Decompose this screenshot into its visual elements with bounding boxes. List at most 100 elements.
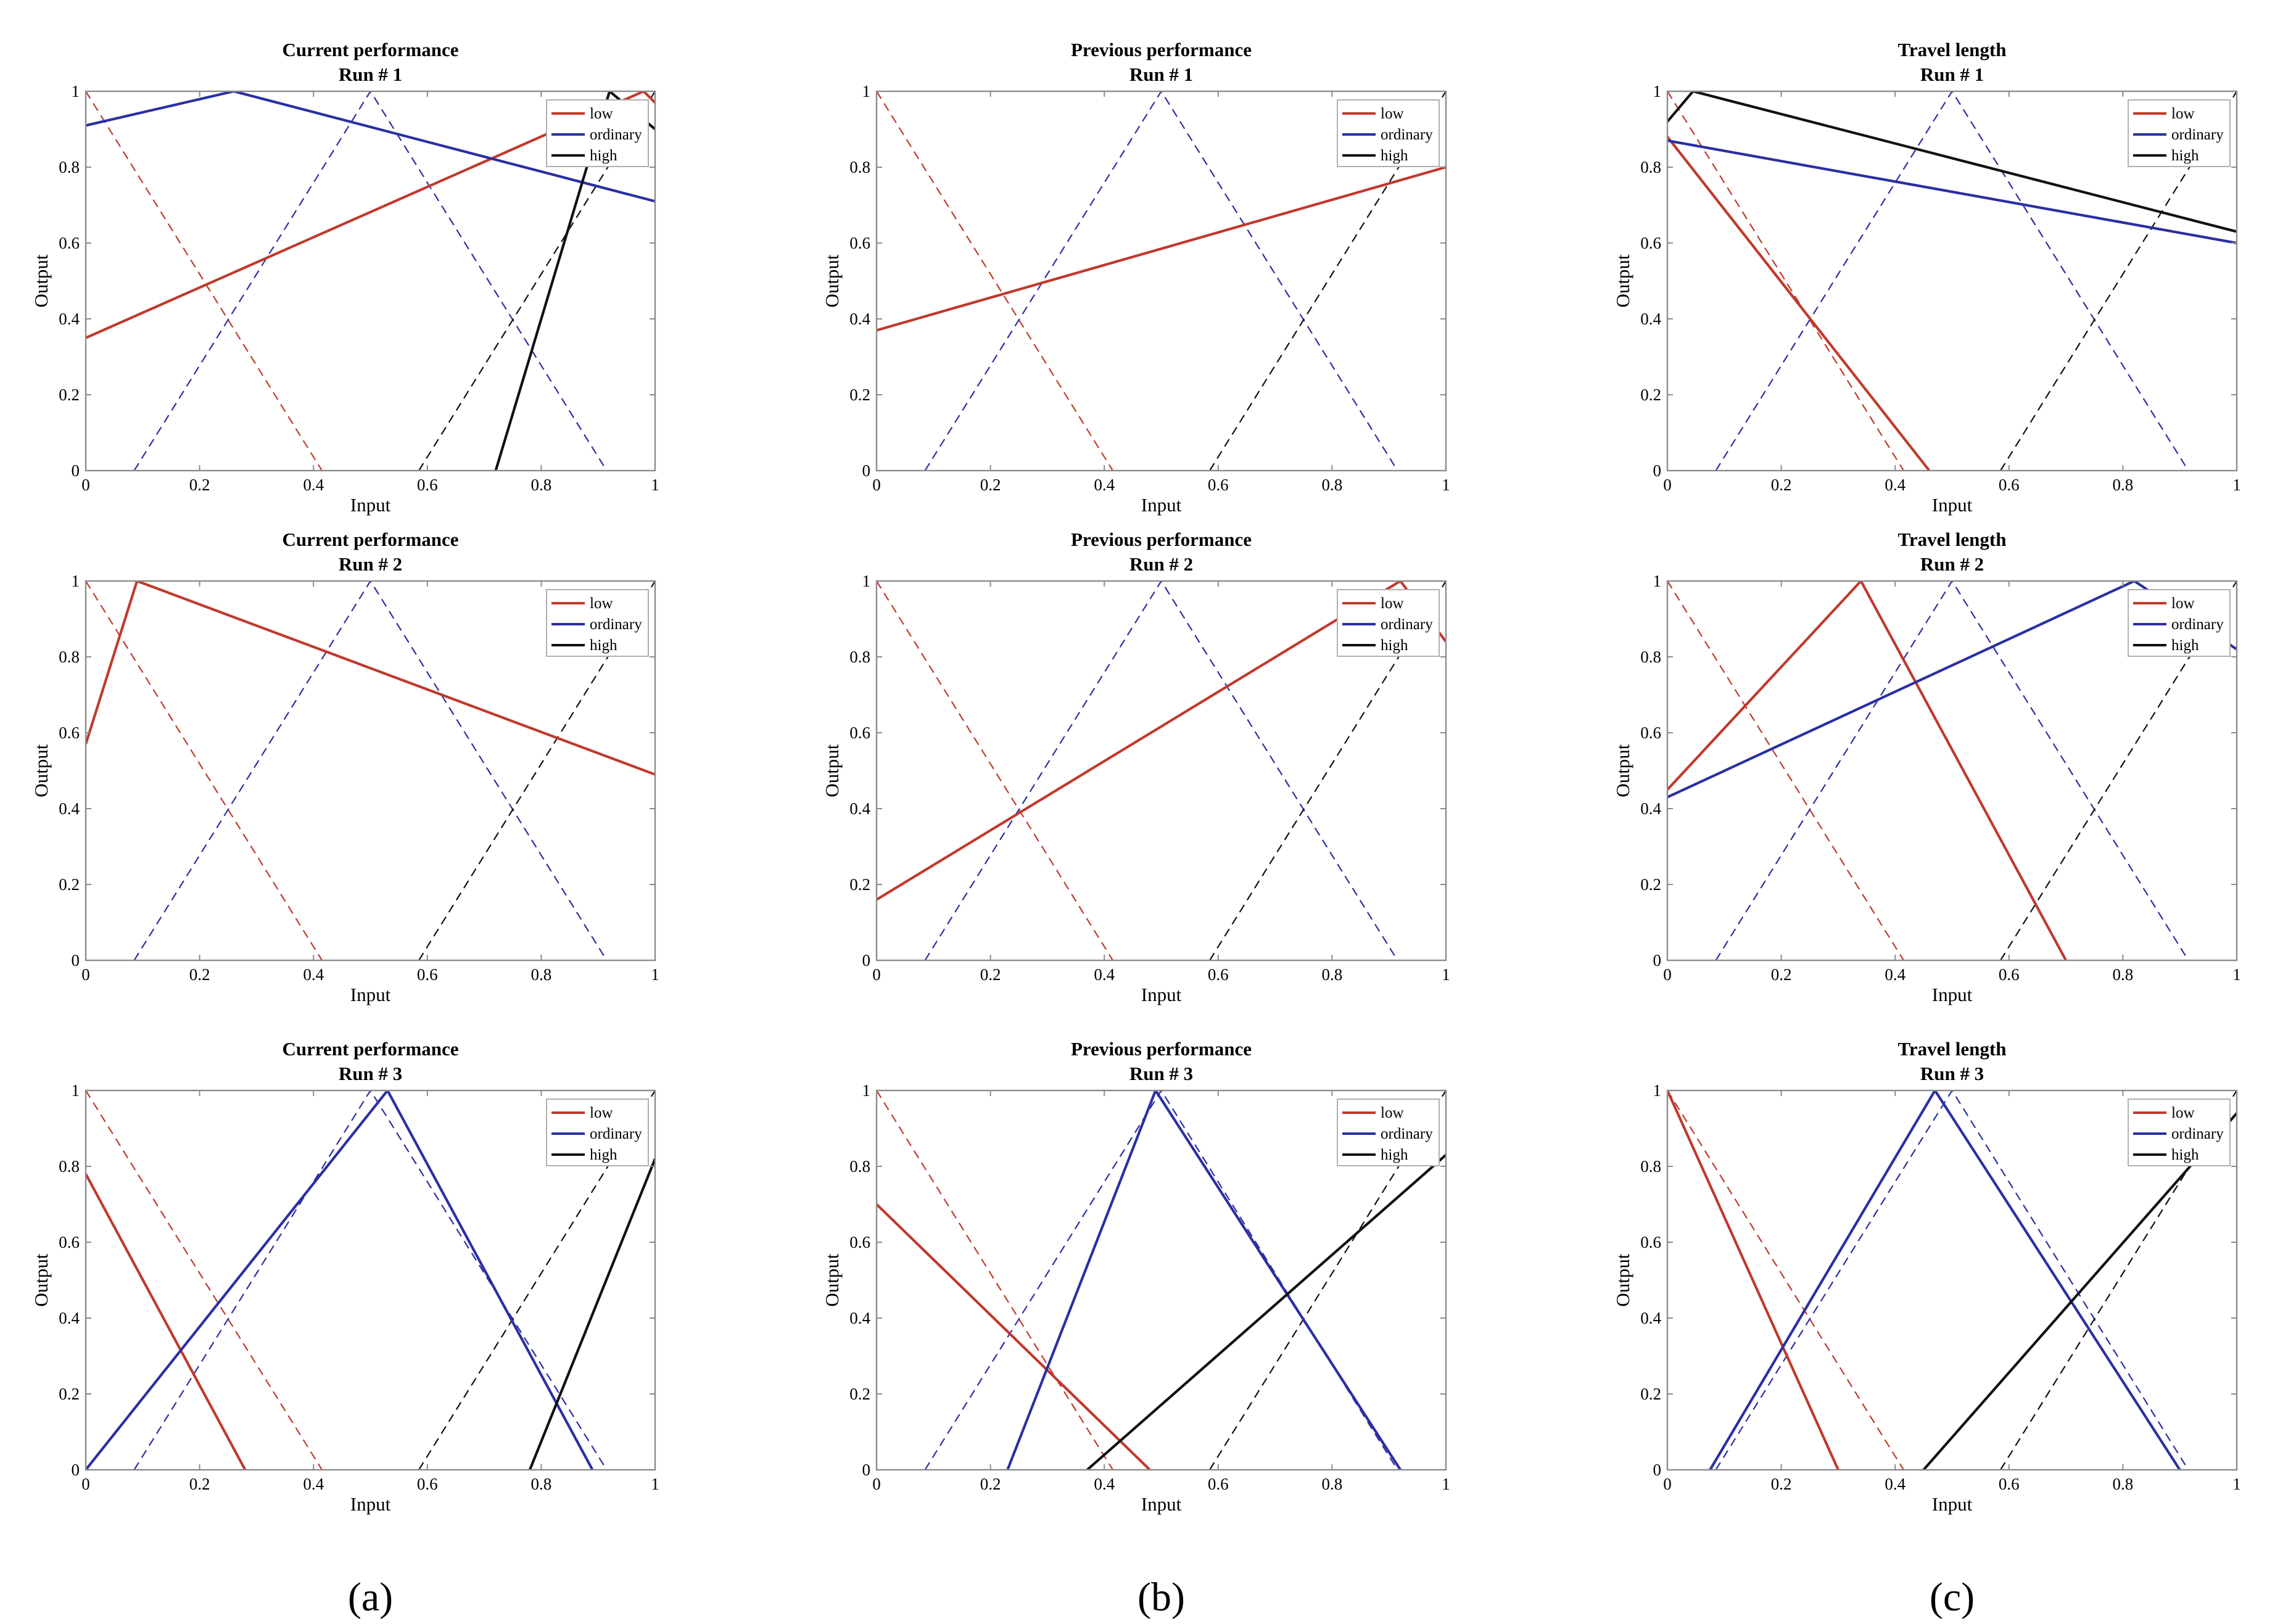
y-tick-label: 0.6 — [59, 723, 80, 742]
series-high-line — [1922, 1112, 2237, 1470]
y-tick-label: 0.8 — [1640, 648, 1661, 666]
reference-ordinary-line — [924, 91, 1398, 471]
axes-frame — [875, 90, 1447, 472]
x-tick-label: 0.4 — [303, 476, 324, 494]
y-tick-label: 0.6 — [1640, 723, 1661, 742]
y-tick-label: 0.6 — [1640, 234, 1661, 252]
x-axis-label: Input — [1932, 494, 1973, 516]
chart-title: Travel length — [1898, 39, 2007, 60]
series-low-line — [877, 165, 1446, 332]
x-tick-label: 0 — [1663, 1475, 1672, 1493]
x-axis-label: Input — [1932, 984, 1973, 1005]
y-tick-label: 0.4 — [1640, 799, 1661, 818]
axes-frame — [85, 90, 656, 472]
y-tick-label: 0.4 — [1640, 310, 1661, 328]
legend-label-high: high — [1381, 1147, 1408, 1163]
y-tick-label: 0.4 — [59, 310, 80, 328]
y-tick-label: 1 — [862, 1081, 871, 1100]
y-axis-label: Output — [821, 744, 843, 798]
legend: low ordinary high — [546, 1098, 649, 1166]
y-tick-label: 0 — [862, 1461, 871, 1479]
legend: low ordinary high — [546, 99, 649, 167]
reference-low-line — [1667, 581, 1904, 960]
chart-subtitle: Run # 2 — [339, 553, 402, 575]
y-tick-label: 0.8 — [849, 158, 870, 176]
y-tick-label: 0.8 — [1640, 1157, 1661, 1176]
series-ordinary-line — [86, 91, 655, 203]
y-tick-label: 0.6 — [849, 234, 870, 252]
legend-label-ordinary: ordinary — [1381, 616, 1433, 633]
x-axis-label: Input — [350, 1493, 391, 1515]
y-tick-label: 1 — [862, 572, 871, 590]
y-tick-label: 0.2 — [59, 1385, 80, 1403]
y-tick-label: 1 — [1653, 1081, 1662, 1100]
axes-frame — [85, 1089, 656, 1471]
x-tick-label: 0.8 — [531, 1475, 552, 1493]
chart-title: Travel length — [1898, 529, 2007, 550]
reference-low-line — [877, 91, 1113, 471]
legend: low ordinary high — [1337, 1098, 1440, 1166]
y-tick-label: 0.8 — [849, 648, 870, 666]
axes-frame — [1666, 90, 2238, 472]
x-tick-label: 0.2 — [189, 1475, 210, 1493]
y-tick-label: 0.8 — [59, 158, 80, 176]
y-tick-label: 0.4 — [849, 1309, 870, 1327]
reference-ordinary-line — [1715, 91, 2189, 471]
subplot-r3-c3: Travel length Run # 3 0 0.2 0.4 0.6 0.8 1 0 0.2 0.… — [1612, 1038, 2241, 1515]
x-tick-label: 0.2 — [980, 965, 1001, 984]
y-axis-label: Output — [821, 254, 843, 308]
subplot-r2-c3: Travel length Run # 2 0 0.2 0.4 0.6 0.8 1 0 0.2 0.… — [1612, 529, 2241, 1005]
x-tick-label: 0.2 — [1771, 1475, 1792, 1493]
axes-frame — [1666, 1089, 2238, 1471]
legend: low ordinary high — [2128, 1098, 2231, 1166]
x-tick-label: 0.2 — [189, 476, 210, 494]
legend: low ordinary high — [2128, 589, 2231, 657]
reference-ordinary-line — [133, 91, 608, 471]
series-ordinary-line — [1006, 1090, 1402, 1470]
chart-subtitle: Run # 1 — [1129, 64, 1193, 85]
y-tick-label: 1 — [72, 82, 80, 101]
legend-label-ordinary: ordinary — [2171, 1126, 2224, 1142]
panel-label: (c) — [1930, 1575, 1975, 1620]
reference-ordinary-line — [133, 1090, 608, 1470]
x-tick-label: 0.2 — [189, 965, 210, 984]
y-tick-label: 0.2 — [849, 875, 870, 894]
y-tick-label: 0.8 — [1640, 158, 1661, 176]
y-axis-label: Output — [30, 254, 52, 308]
y-tick-label: 0.2 — [849, 1385, 870, 1403]
legend-label-low: low — [2171, 105, 2195, 122]
chart-subtitle: Run # 3 — [339, 1063, 402, 1084]
chart-subtitle: Run # 2 — [1129, 553, 1193, 575]
reference-ordinary-line — [133, 581, 608, 960]
x-tick-label: 0.4 — [1094, 476, 1115, 494]
y-tick-label: 0.4 — [849, 799, 870, 818]
chart-title: Previous performance — [1071, 1038, 1252, 1060]
x-tick-label: 1 — [1442, 1475, 1450, 1493]
legend-label-high: high — [1381, 147, 1408, 164]
series-low-line — [877, 1203, 1151, 1470]
x-tick-label: 0.8 — [1322, 965, 1343, 984]
series-low-line — [1667, 1090, 1839, 1470]
y-tick-label: 1 — [72, 572, 80, 590]
x-tick-label: 1 — [651, 965, 659, 984]
series-low-line — [86, 1173, 247, 1470]
x-tick-label: 0.4 — [303, 965, 324, 984]
y-axis-label: Output — [30, 1253, 52, 1307]
legend-label-ordinary: ordinary — [1381, 126, 1433, 143]
y-tick-label: 0 — [1653, 1461, 1662, 1479]
legend-label-high: high — [1381, 637, 1408, 654]
x-tick-label: 1 — [651, 1475, 659, 1493]
x-tick-label: 0 — [81, 476, 90, 494]
x-tick-label: 1 — [1442, 476, 1450, 494]
y-tick-label: 0.4 — [849, 310, 870, 328]
x-tick-label: 1 — [2232, 965, 2241, 984]
y-tick-label: 0.6 — [849, 723, 870, 742]
legend-label-low: low — [2171, 1105, 2195, 1121]
reference-low-line — [877, 581, 1113, 960]
x-tick-label: 0.8 — [2113, 965, 2134, 984]
x-tick-label: 0.8 — [531, 965, 552, 984]
legend-label-low: low — [590, 595, 613, 612]
x-tick-label: 0.4 — [303, 1475, 324, 1493]
panel-label: (b) — [1138, 1575, 1185, 1620]
series-low-line — [1667, 581, 2067, 960]
